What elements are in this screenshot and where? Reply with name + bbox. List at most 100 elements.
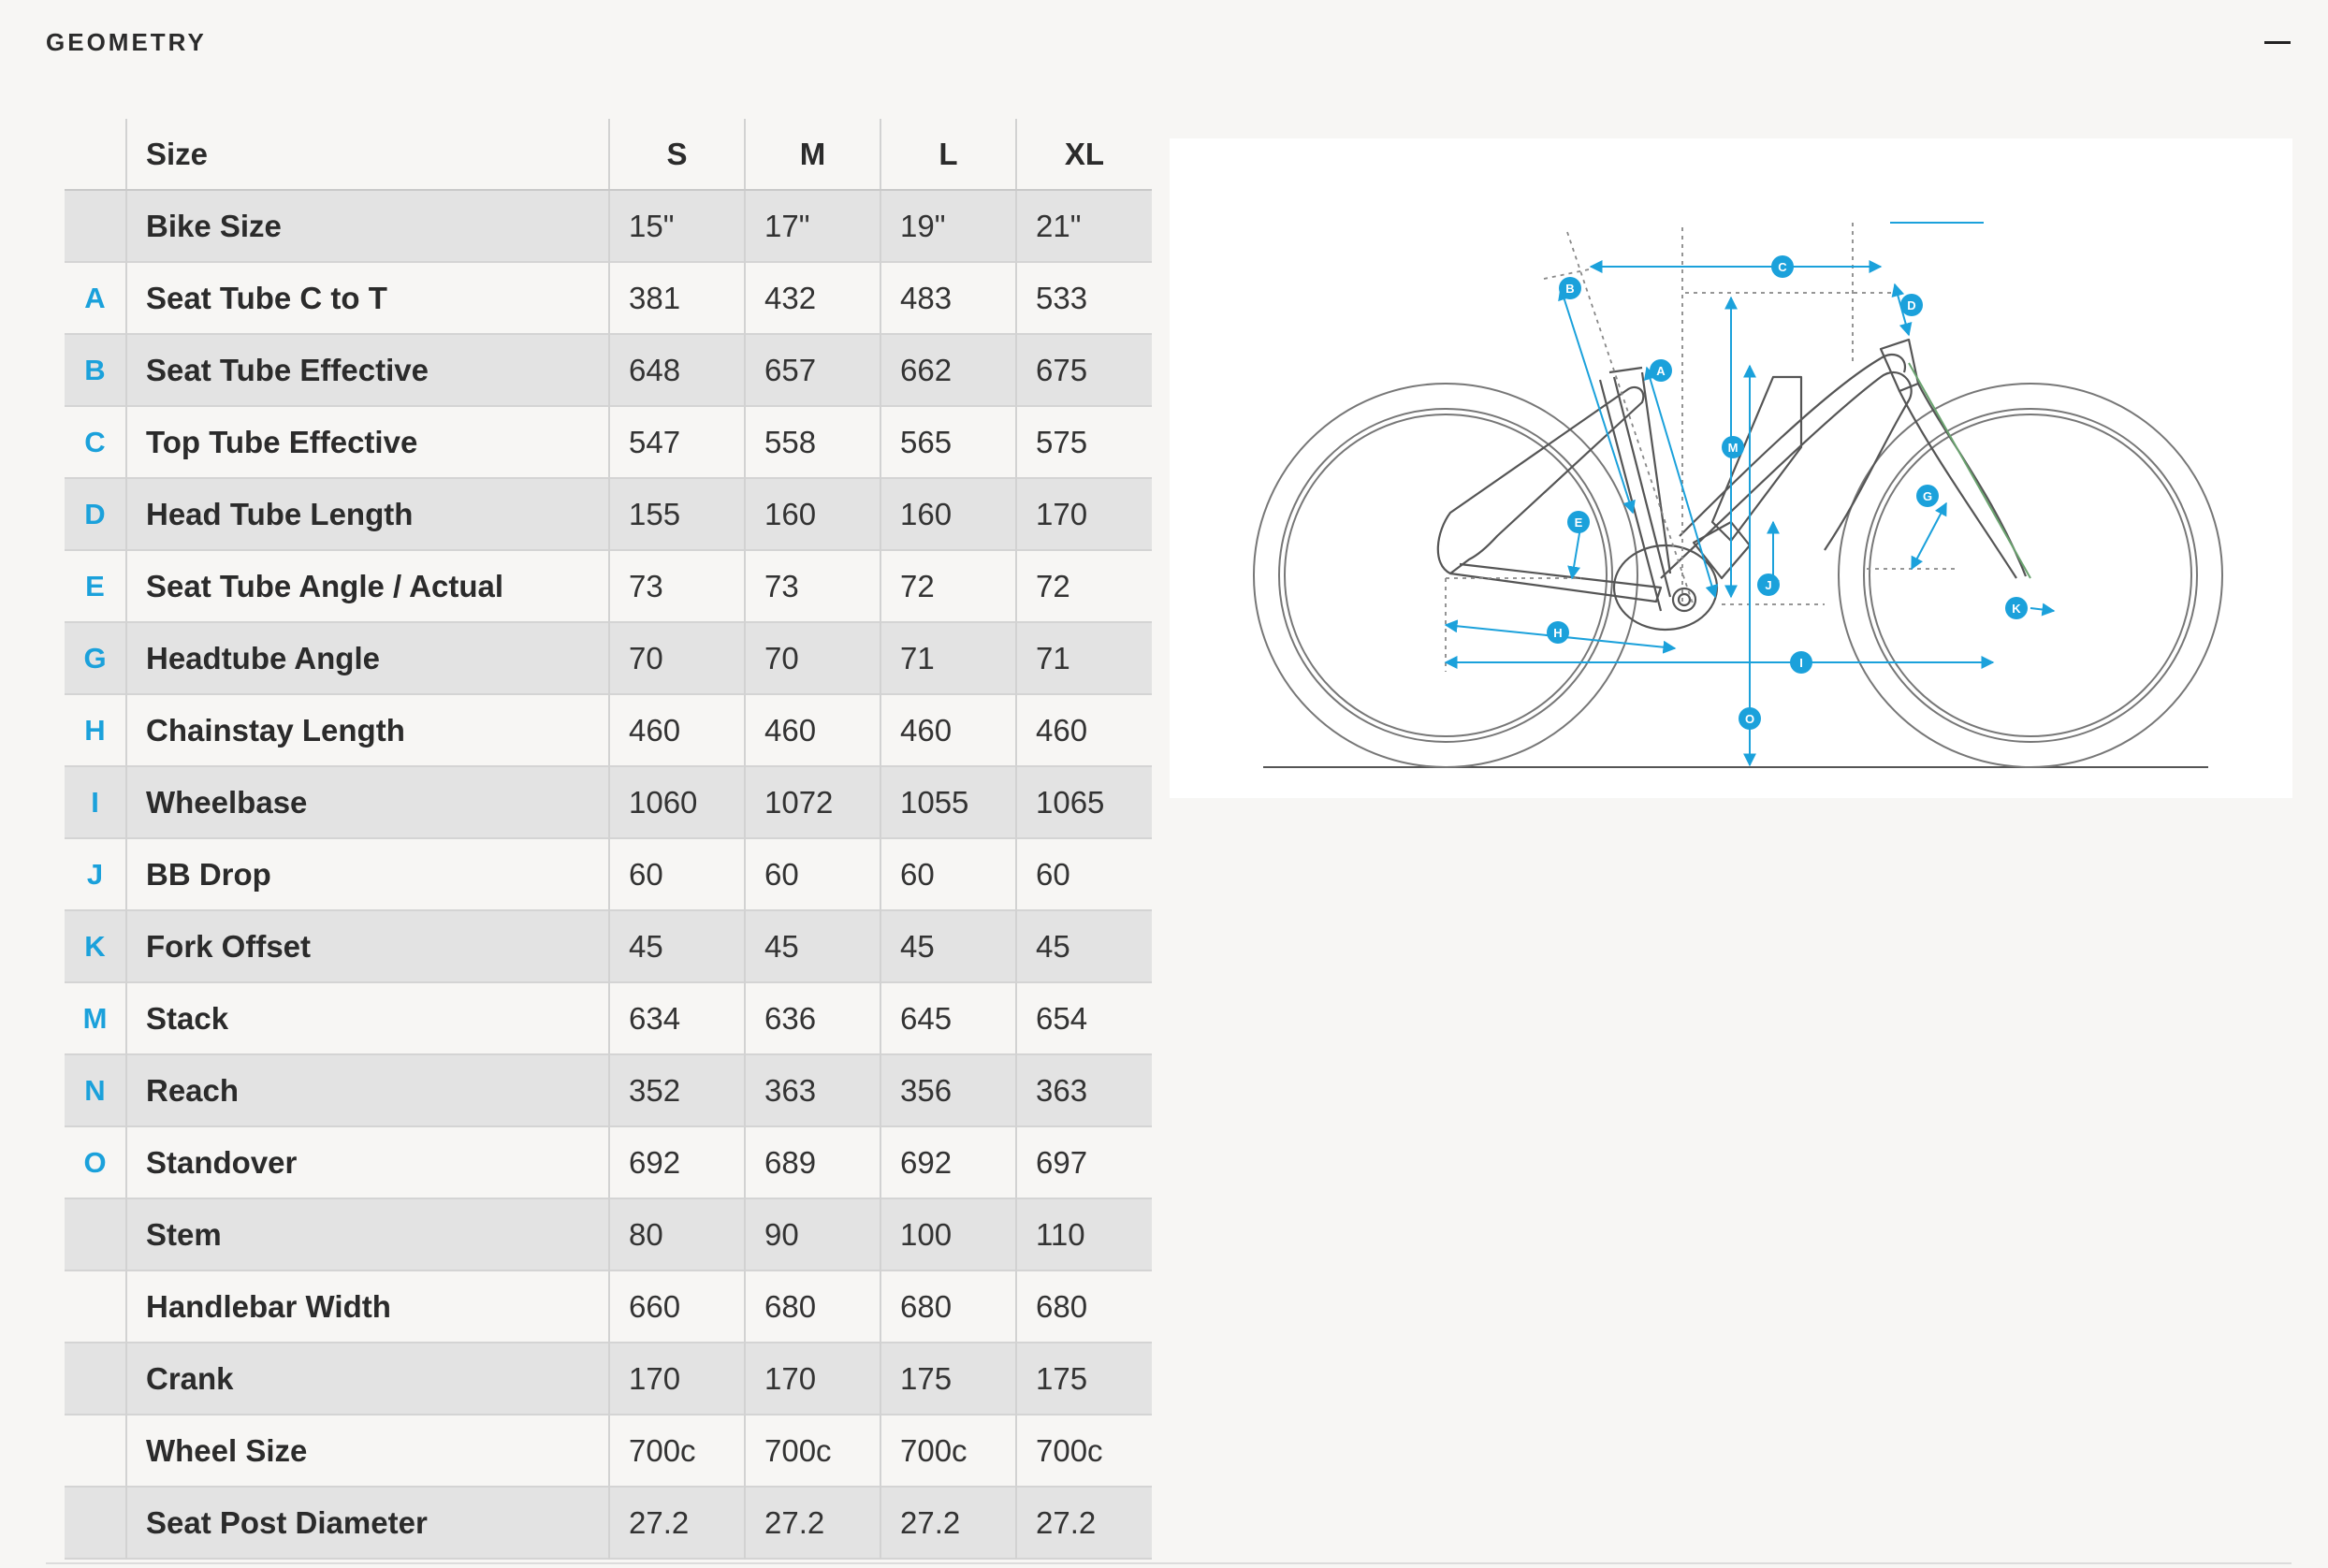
- bike-geometry-diagram: A B C D E G H I J K M O: [1170, 138, 2292, 798]
- row-value-m: 700c: [745, 1415, 881, 1487]
- row-value-s: 80: [609, 1198, 746, 1270]
- row-value-s: 155: [609, 478, 746, 550]
- row-letter: [65, 1415, 127, 1487]
- header-letter-cell: [65, 119, 127, 191]
- row-value-l: 356: [880, 1054, 1017, 1126]
- section-title: GEOMETRY: [46, 28, 207, 56]
- marker-o: O: [1739, 707, 1761, 730]
- table-row: J BB Drop 60 60 60 60: [65, 838, 1152, 910]
- marker-label: M: [1728, 441, 1739, 455]
- row-name: Fork Offset: [126, 910, 610, 982]
- header-size-label: Size: [126, 119, 610, 191]
- row-value-l: 483: [880, 262, 1017, 334]
- row-name: Bike Size: [126, 190, 610, 262]
- row-name: Wheel Size: [126, 1415, 610, 1487]
- row-value-s: 15": [609, 190, 746, 262]
- rear-wheel: [1253, 383, 1638, 768]
- row-value-xl: 654: [1016, 982, 1152, 1054]
- row-value-m: 363: [745, 1054, 881, 1126]
- collapse-button[interactable]: [2263, 28, 2292, 56]
- row-value-s: 634: [609, 982, 746, 1054]
- row-value-xl: 71: [1016, 622, 1152, 694]
- table-row: A Seat Tube C to T 381 432 483 533: [65, 262, 1152, 334]
- marker-d: D: [1900, 294, 1923, 316]
- row-value-l: 45: [880, 910, 1017, 982]
- row-letter: I: [65, 766, 127, 838]
- row-value-m: 460: [745, 694, 881, 766]
- fork-offset-line: [1908, 362, 2031, 579]
- row-value-s: 648: [609, 334, 746, 406]
- row-value-m: 636: [745, 982, 881, 1054]
- header-size-l: L: [880, 119, 1017, 191]
- row-value-l: 680: [880, 1270, 1017, 1343]
- row-name: Stem: [126, 1198, 610, 1270]
- row-value-m: 73: [745, 550, 881, 622]
- row-letter: M: [65, 982, 127, 1054]
- marker-c: C: [1771, 255, 1794, 278]
- marker-label: H: [1553, 626, 1562, 640]
- row-value-s: 170: [609, 1343, 746, 1415]
- row-value-xl: 575: [1016, 406, 1152, 478]
- row-value-l: 60: [880, 838, 1017, 910]
- row-value-m: 160: [745, 478, 881, 550]
- marker-label: D: [1907, 298, 1915, 312]
- row-letter: [65, 190, 127, 262]
- row-value-xl: 675: [1016, 334, 1152, 406]
- table-row: Bike Size 15" 17" 19" 21": [65, 190, 1152, 262]
- bottom-divider: [46, 1562, 2292, 1564]
- marker-a: A: [1650, 359, 1672, 382]
- row-name: Wheelbase: [126, 766, 610, 838]
- row-value-s: 692: [609, 1126, 746, 1198]
- row-value-m: 27.2: [745, 1487, 881, 1559]
- row-value-l: 72: [880, 550, 1017, 622]
- row-value-s: 27.2: [609, 1487, 746, 1559]
- row-value-l: 27.2: [880, 1487, 1017, 1559]
- diagram-markers: A B C D E G H I J K M O: [1547, 255, 2028, 730]
- row-value-l: 175: [880, 1343, 1017, 1415]
- row-name: Seat Tube Effective: [126, 334, 610, 406]
- row-value-s: 352: [609, 1054, 746, 1126]
- table-row: N Reach 352 363 356 363: [65, 1054, 1152, 1126]
- row-value-xl: 110: [1016, 1198, 1152, 1270]
- row-value-l: 645: [880, 982, 1017, 1054]
- row-value-xl: 72: [1016, 550, 1152, 622]
- row-value-xl: 60: [1016, 838, 1152, 910]
- marker-label: O: [1745, 712, 1754, 726]
- row-name: Headtube Angle: [126, 622, 610, 694]
- row-value-xl: 1065: [1016, 766, 1152, 838]
- row-letter: [65, 1487, 127, 1559]
- row-letter: O: [65, 1126, 127, 1198]
- row-value-xl: 697: [1016, 1126, 1152, 1198]
- row-letter: J: [65, 838, 127, 910]
- row-value-l: 565: [880, 406, 1017, 478]
- row-value-s: 73: [609, 550, 746, 622]
- row-letter: [65, 1198, 127, 1270]
- row-value-xl: 170: [1016, 478, 1152, 550]
- marker-g: G: [1916, 485, 1939, 507]
- row-value-s: 460: [609, 694, 746, 766]
- marker-label: C: [1778, 260, 1787, 274]
- row-name: BB Drop: [126, 838, 610, 910]
- table-row: H Chainstay Length 460 460 460 460: [65, 694, 1152, 766]
- table-row: G Headtube Angle 70 70 71 71: [65, 622, 1152, 694]
- row-letter: E: [65, 550, 127, 622]
- row-name: Seat Tube Angle / Actual: [126, 550, 610, 622]
- row-value-m: 689: [745, 1126, 881, 1198]
- row-value-xl: 27.2: [1016, 1487, 1152, 1559]
- row-value-m: 17": [745, 190, 881, 262]
- row-name: Chainstay Length: [126, 694, 610, 766]
- row-value-m: 1072: [745, 766, 881, 838]
- header-size-m: M: [745, 119, 881, 191]
- row-value-m: 680: [745, 1270, 881, 1343]
- row-value-xl: 680: [1016, 1270, 1152, 1343]
- row-value-s: 45: [609, 910, 746, 982]
- row-value-m: 60: [745, 838, 881, 910]
- marker-label: K: [2012, 602, 2021, 616]
- dimension-lines: [1444, 222, 2056, 767]
- row-letter: N: [65, 1054, 127, 1126]
- row-value-l: 160: [880, 478, 1017, 550]
- row-name: Handlebar Width: [126, 1270, 610, 1343]
- row-value-s: 660: [609, 1270, 746, 1343]
- row-letter: C: [65, 406, 127, 478]
- header-size-xl: XL: [1016, 119, 1152, 191]
